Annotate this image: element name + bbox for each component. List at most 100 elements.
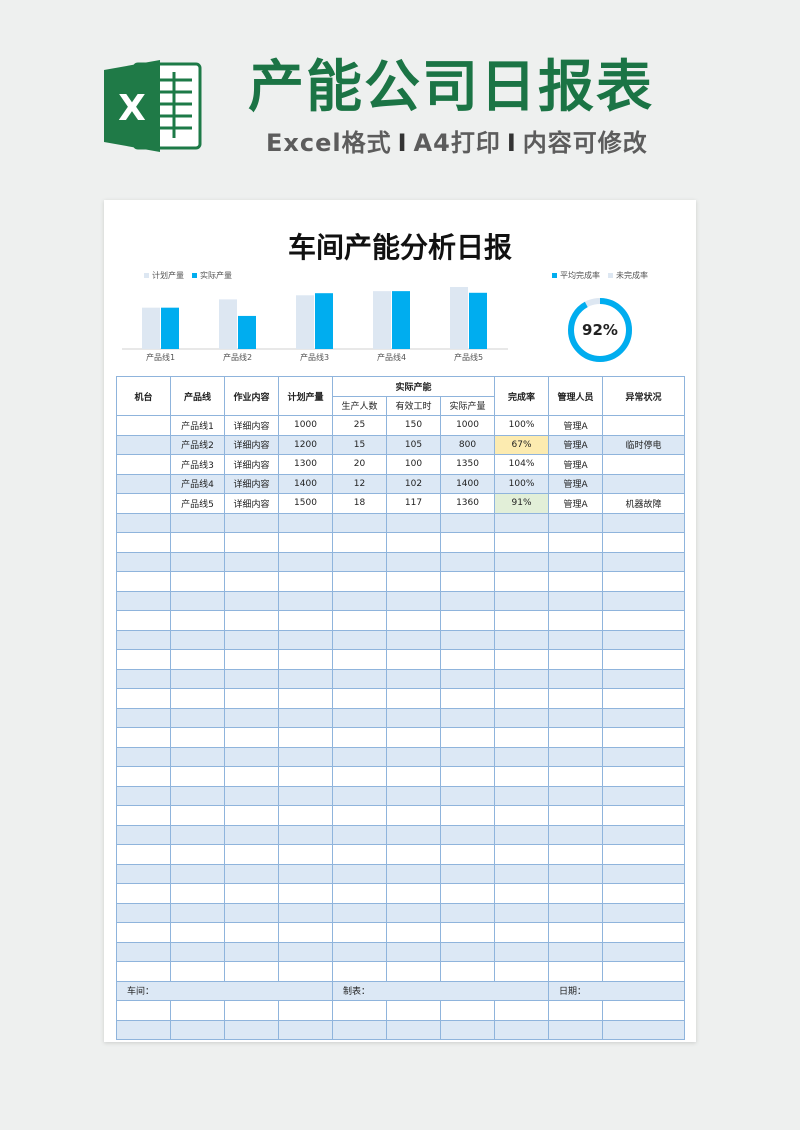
table-cell-empty[interactable] [386, 590, 441, 611]
table-cell-empty[interactable] [439, 941, 496, 962]
table-cell-empty[interactable] [386, 707, 441, 728]
table-cell-empty[interactable] [548, 766, 604, 787]
table-cell-empty[interactable] [224, 766, 279, 787]
table-cell-empty[interactable] [170, 532, 225, 553]
table-cell-workers[interactable]: 20 [332, 454, 387, 475]
table-cell-empty[interactable] [278, 824, 333, 845]
table-cell-empty[interactable] [602, 571, 686, 592]
table-cell-empty[interactable] [386, 532, 441, 553]
table-cell-empty[interactable] [602, 941, 686, 962]
table-cell-workers[interactable]: 12 [332, 473, 387, 494]
table-cell-empty[interactable] [116, 610, 171, 631]
table-cell-empty[interactable] [494, 551, 550, 572]
table-cell-empty[interactable] [439, 961, 496, 982]
table-cell-empty[interactable] [278, 532, 333, 553]
table-cell-empty[interactable] [439, 766, 496, 787]
table-cell-empty[interactable] [602, 805, 686, 826]
table-cell-empty[interactable] [439, 668, 496, 689]
table-cell-empty[interactable] [548, 688, 604, 709]
table-cell-empty[interactable] [494, 883, 550, 904]
table-cell-hours[interactable]: 150 [386, 415, 441, 436]
table-cell-empty[interactable] [116, 629, 171, 650]
table-cell-empty[interactable] [332, 688, 387, 709]
table-cell-empty[interactable] [224, 512, 279, 533]
table-cell-empty[interactable] [548, 551, 604, 572]
table-cell-empty[interactable] [278, 590, 333, 611]
table-cell-empty[interactable] [116, 824, 171, 845]
table-cell-empty[interactable] [386, 727, 441, 748]
table-cell-empty[interactable] [170, 844, 225, 865]
table-cell-empty[interactable] [170, 941, 225, 962]
table-cell-work[interactable]: 详细内容 [224, 473, 279, 494]
table-cell-work[interactable]: 详细内容 [224, 454, 279, 475]
table-cell-workers[interactable]: 15 [332, 434, 387, 455]
table-cell-empty[interactable] [602, 844, 686, 865]
table-cell-empty[interactable] [332, 727, 387, 748]
table-cell-empty[interactable] [386, 746, 441, 767]
table-cell-empty[interactable] [278, 844, 333, 865]
table-cell-empty[interactable] [602, 746, 686, 767]
table-cell-empty[interactable] [548, 883, 604, 904]
table-cell-actual[interactable]: 1360 [439, 493, 496, 514]
table-cell-empty[interactable] [494, 629, 550, 650]
table-cell-empty[interactable] [386, 902, 441, 923]
table-cell-empty[interactable] [386, 629, 441, 650]
table-cell-empty[interactable] [548, 824, 604, 845]
table-cell-empty[interactable] [170, 766, 225, 787]
table-cell-empty[interactable] [224, 688, 279, 709]
table-cell-anomaly[interactable]: 机器故障 [602, 493, 686, 514]
table-cell-empty[interactable] [439, 902, 496, 923]
table-cell-empty[interactable] [439, 727, 496, 748]
table-cell-empty[interactable] [116, 512, 171, 533]
table-cell-empty[interactable] [170, 707, 225, 728]
table-cell-empty[interactable] [494, 941, 550, 962]
table-cell-empty[interactable] [386, 961, 441, 982]
table-cell-empty[interactable] [332, 512, 387, 533]
table-cell-empty[interactable] [548, 1019, 604, 1040]
table-cell-empty[interactable] [548, 668, 604, 689]
table-cell-rate[interactable]: 104% [494, 454, 550, 475]
table-cell-empty[interactable] [170, 649, 225, 670]
table-cell-empty[interactable] [278, 688, 333, 709]
table-cell-empty[interactable] [332, 1000, 387, 1021]
table-cell-empty[interactable] [278, 649, 333, 670]
table-cell-empty[interactable] [116, 922, 171, 943]
table-cell-empty[interactable] [602, 590, 686, 611]
table-cell-empty[interactable] [494, 1019, 550, 1040]
table-cell-empty[interactable] [494, 961, 550, 982]
table-cell-workers[interactable]: 18 [332, 493, 387, 514]
table-cell-work[interactable]: 详细内容 [224, 415, 279, 436]
table-cell-empty[interactable] [332, 766, 387, 787]
table-cell-empty[interactable] [602, 512, 686, 533]
table-cell-empty[interactable] [602, 1000, 686, 1021]
table-cell-empty[interactable] [332, 941, 387, 962]
table-cell-empty[interactable] [494, 766, 550, 787]
table-cell-empty[interactable] [439, 629, 496, 650]
table-cell-empty[interactable] [439, 532, 496, 553]
table-cell-empty[interactable] [116, 688, 171, 709]
table-cell-empty[interactable] [278, 766, 333, 787]
table-cell-empty[interactable] [116, 727, 171, 748]
table-cell-empty[interactable] [332, 571, 387, 592]
table-cell-empty[interactable] [602, 629, 686, 650]
table-cell-empty[interactable] [116, 551, 171, 572]
table-cell-empty[interactable] [386, 883, 441, 904]
table-cell-empty[interactable] [170, 922, 225, 943]
table-cell-empty[interactable] [439, 824, 496, 845]
footer-maker-label[interactable]: 制表： [331, 980, 550, 1001]
table-cell-empty[interactable] [116, 571, 171, 592]
table-cell-empty[interactable] [386, 805, 441, 826]
table-cell-empty[interactable] [116, 649, 171, 670]
table-cell-machine[interactable] [116, 493, 171, 514]
table-cell-empty[interactable] [548, 610, 604, 631]
table-cell-empty[interactable] [278, 707, 333, 728]
table-cell-empty[interactable] [170, 746, 225, 767]
table-cell-line[interactable]: 产品线2 [170, 434, 225, 455]
table-cell-empty[interactable] [548, 629, 604, 650]
table-cell-empty[interactable] [602, 883, 686, 904]
table-cell-empty[interactable] [494, 590, 550, 611]
table-cell-empty[interactable] [548, 532, 604, 553]
table-cell-empty[interactable] [548, 590, 604, 611]
table-cell-empty[interactable] [386, 941, 441, 962]
table-cell-empty[interactable] [494, 805, 550, 826]
